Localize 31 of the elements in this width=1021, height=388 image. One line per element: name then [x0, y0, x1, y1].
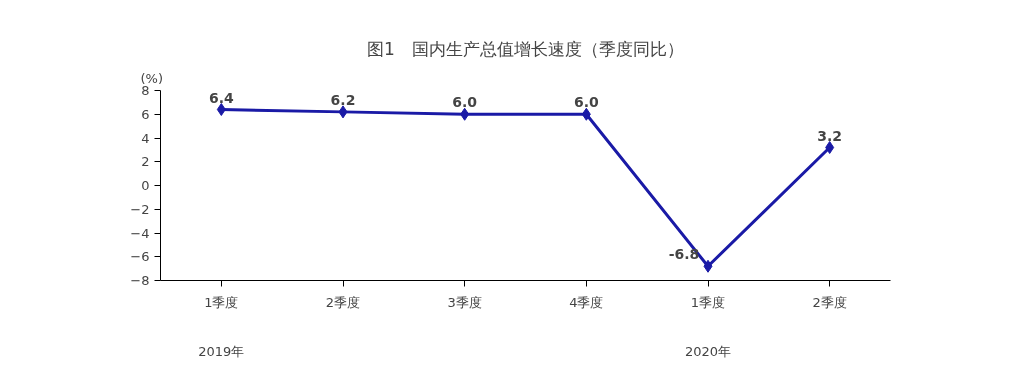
y-tick-label: 8 [141, 83, 150, 98]
text: 2019年 [198, 343, 245, 359]
x-tick-label: 2季度 [325, 294, 361, 310]
y-tick-label: 4 [141, 130, 150, 146]
x-tick-label: 1季度 [690, 294, 726, 310]
y-tick-label: −4 [130, 225, 150, 241]
x-tick-label: 3季度 [447, 294, 482, 310]
y-tick-label: 0 [141, 178, 150, 193]
x-tick-label: 4季度 [569, 294, 604, 310]
text: 6.0 [573, 94, 599, 111]
chart-title: 图1 国内生产总值增长速度（季度同比） [367, 38, 684, 59]
x-tick-label: 1季度 [204, 294, 239, 310]
y-tick-label: −2 [130, 201, 150, 217]
y-tick-label: −6 [130, 249, 150, 265]
point [338, 105, 348, 119]
point [703, 259, 713, 273]
text: 3.2 [817, 127, 843, 144]
x-tick-label: 2季度 [812, 294, 847, 310]
y-tick-label: 6 [141, 106, 150, 122]
point [460, 107, 470, 121]
text: -6.8 [668, 246, 700, 263]
text: 6.0 [452, 94, 478, 111]
point [581, 107, 591, 121]
text: 6.4 [208, 89, 234, 106]
y-tick-label: 2 [141, 154, 150, 170]
y-axis-title: (%) [140, 70, 163, 86]
text: 2020年 [684, 343, 732, 359]
point [216, 103, 226, 116]
text: 6.2 [330, 91, 356, 108]
y-tick-label: −8 [130, 273, 150, 288]
point [825, 141, 835, 154]
